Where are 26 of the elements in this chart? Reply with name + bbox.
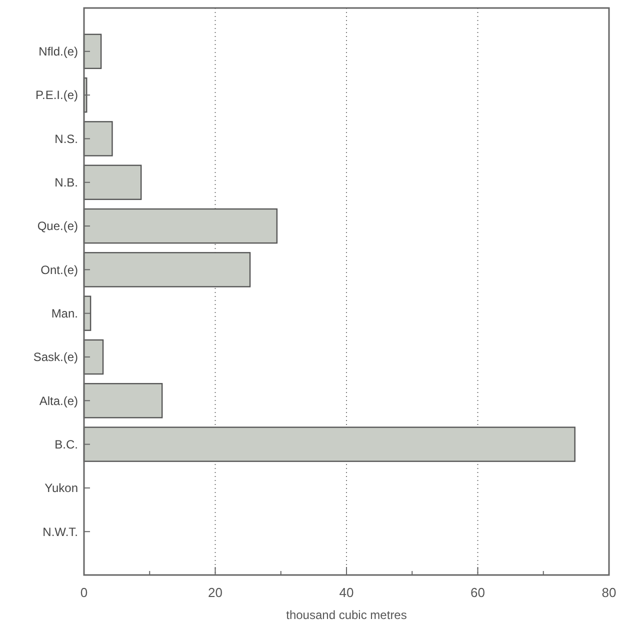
bar xyxy=(83,252,251,288)
x-axis-title: thousand cubic metres xyxy=(286,608,407,622)
bar xyxy=(83,208,278,244)
y-tick-label: Alta.(e) xyxy=(39,394,78,408)
x-tick-label: 60 xyxy=(470,585,485,600)
y-tick-label: P.E.I.(e) xyxy=(36,88,78,102)
y-tick-label: N.B. xyxy=(54,176,78,190)
y-tick-label: Yukon xyxy=(44,481,78,496)
bar xyxy=(83,339,104,375)
bar xyxy=(83,164,142,200)
y-tick-label: Sask.(e) xyxy=(33,350,78,364)
y-tick-label: Nfld.(e) xyxy=(38,44,78,59)
bar xyxy=(83,426,576,462)
y-tick-label: Man. xyxy=(51,306,78,321)
y-tick-label: Que.(e) xyxy=(37,219,78,234)
y-tick-label: N.S. xyxy=(54,132,78,146)
bar xyxy=(83,121,113,156)
bar xyxy=(83,383,163,418)
bar xyxy=(83,34,102,70)
y-tick-label: N.W.T. xyxy=(42,524,78,539)
x-tick-label: 40 xyxy=(339,585,354,600)
y-tick-label: Ont.(e) xyxy=(40,262,78,277)
x-tick-label: 20 xyxy=(208,585,222,600)
x-tick-label: 0 xyxy=(80,585,88,600)
y-tick-label: B.C. xyxy=(54,437,78,452)
x-tick-label: 80 xyxy=(602,585,616,600)
